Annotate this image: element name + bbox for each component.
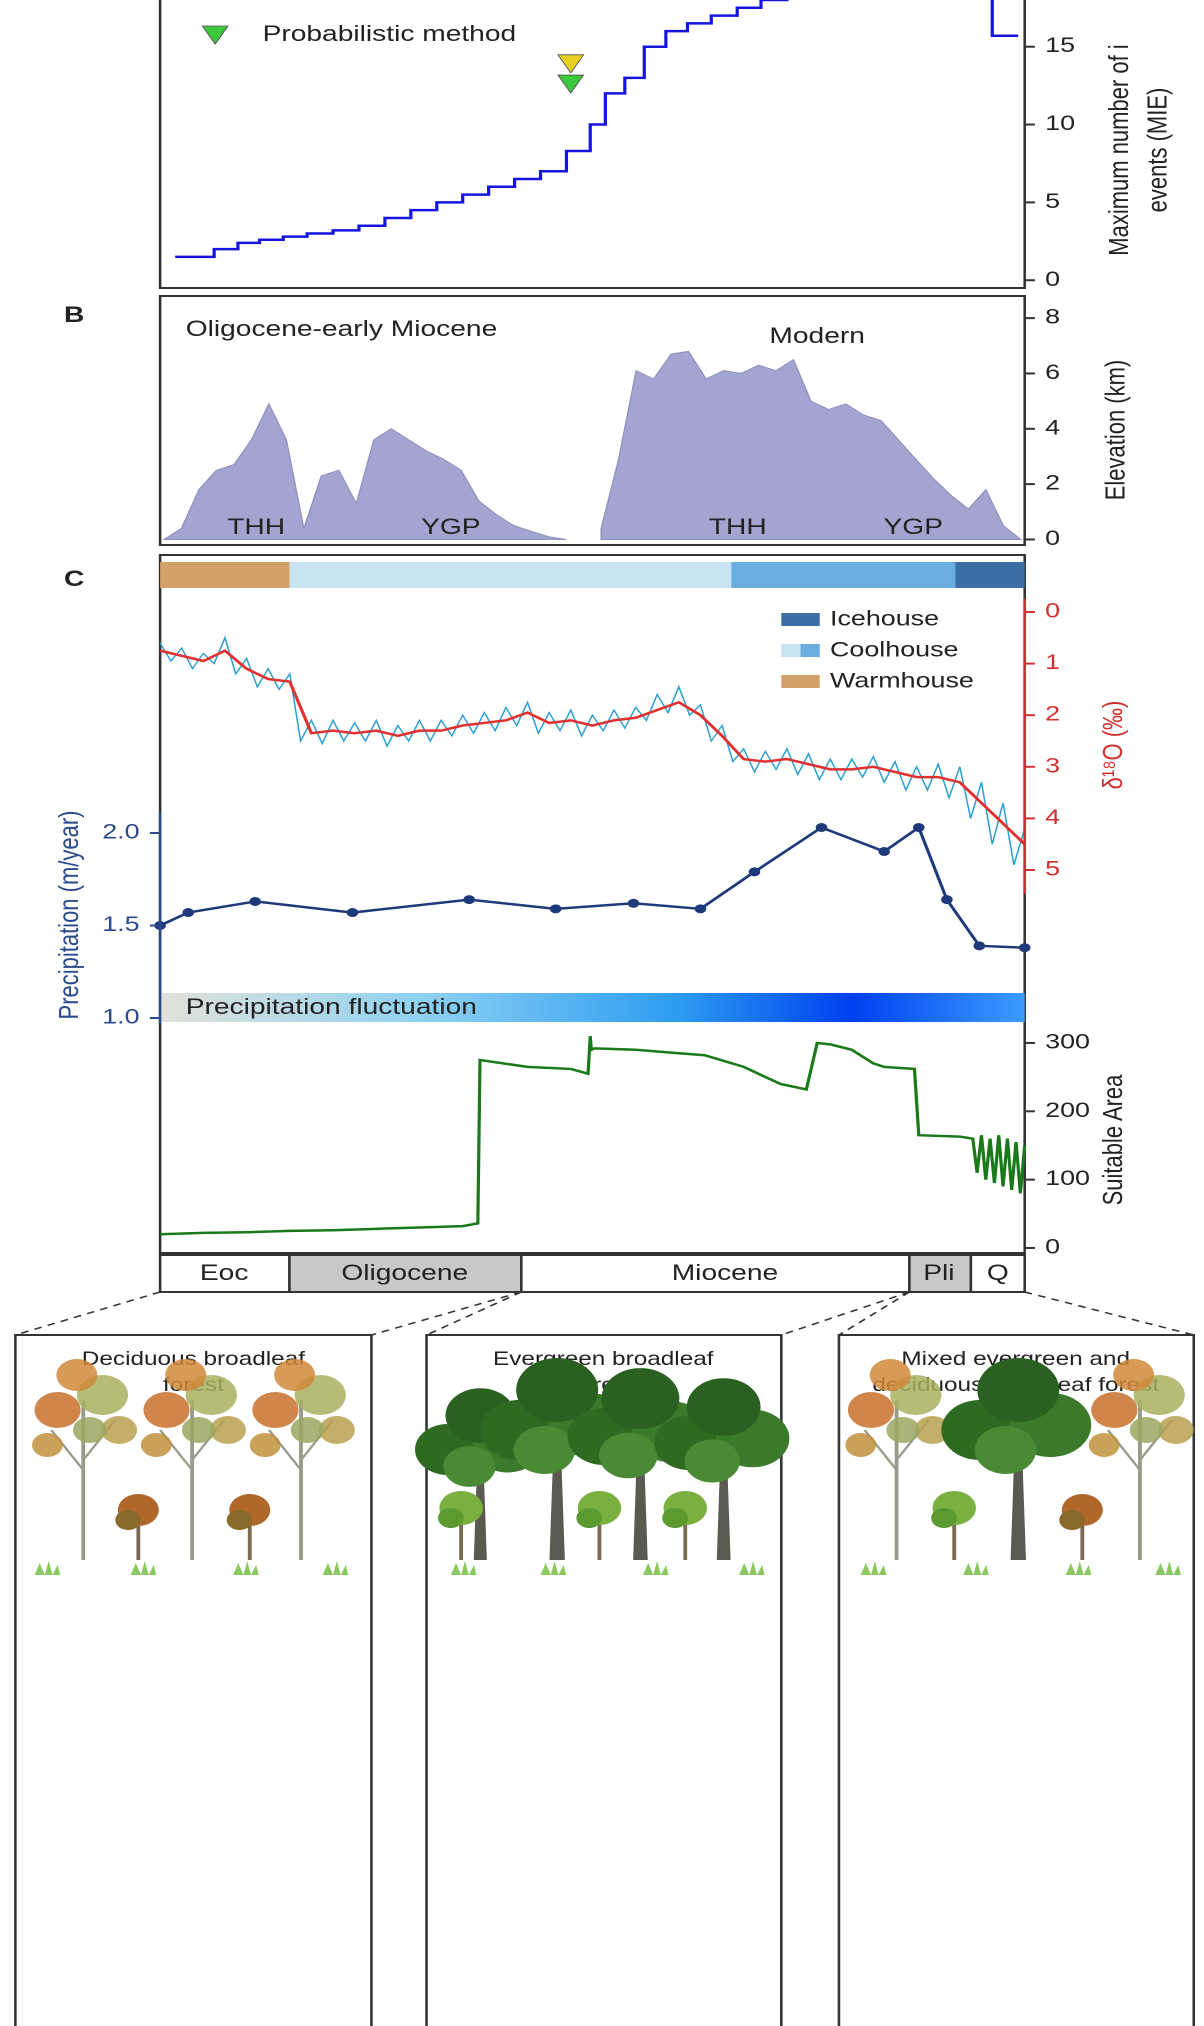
y-tick-label: 5 [1045,857,1060,880]
epoch-cell [969,1254,1026,1293]
y-tick-label: 1 [1045,651,1060,674]
data-line [159,825,1025,949]
elevation-area [162,402,567,540]
y-tick-label: 4 [1045,806,1060,829]
data-point [941,895,953,905]
coolhouse-band [289,562,732,588]
annotation: Modern [769,324,864,348]
axis-label: δ¹⁸O (‰) [1097,701,1128,790]
epoch-cell [288,1254,523,1293]
panel-label: B [64,303,84,327]
epoch-label: Eoc [200,1261,249,1285]
y-tick-label: 1.0 [102,1005,139,1028]
epoch-cell [520,1254,911,1293]
panel-label: C [64,567,84,591]
precipitation-fluctuation-bar [160,993,1025,1022]
legend-swatch [781,675,820,688]
y-tick-label: 10 [1045,112,1075,135]
data-point [694,904,707,914]
y-tick-label: 100 [1045,1167,1090,1190]
legend-swatch [781,644,801,657]
legend-label: Probabilistic method [263,22,517,46]
legend-label: Coolhouse [830,638,959,661]
forest-title: Evergreen broadleaf [493,1348,715,1370]
data-point [748,867,761,877]
y-tick-label: 2 [1045,471,1060,494]
forest-box [425,1334,783,2026]
epoch-label: Pli [923,1261,954,1285]
data-line [159,635,1026,865]
data-point [913,822,925,832]
warmhouse-band [160,562,290,588]
panel-b-frame [158,295,1026,546]
legend-swatch [800,644,820,657]
epoch-label: Q [987,1261,1009,1285]
data-line [159,649,1026,845]
plot-area [175,0,1019,259]
epoch-label: Oligocene [341,1261,468,1285]
forest-box [837,1334,1196,2026]
climate-bar [160,562,1025,588]
y-tick-label: 8 [1045,305,1060,328]
axis-label: Maximum number of i [1104,44,1135,255]
axis-label: Precipitation (m/year) [53,811,84,1020]
data-point [182,908,194,918]
legend-swatch [201,25,229,45]
elevation-area [600,350,1023,540]
panel-a-frame [158,0,1026,289]
data-point [815,822,828,832]
y-tick-label: 5 [1045,190,1060,213]
legend-swatch [781,613,820,626]
triangle-marker [557,54,585,74]
y-tick-label: 0 [1045,267,1060,290]
annotation: THH [227,515,285,539]
y-tick-label: 6 [1045,361,1060,384]
y-tick-label: 1.5 [102,913,139,936]
epoch-label: Miocene [672,1261,778,1285]
data-point [249,896,261,906]
data-point [1018,943,1031,953]
step-line [175,0,789,259]
annotation: Oligocene-early Miocene [186,317,498,341]
forest-illustration [30,1357,1196,1575]
y-tick-label: 0 [1045,599,1060,622]
triangle-marker [557,74,585,94]
data-point [463,895,475,905]
bar-label: Precipitation fluctuation [186,995,477,1019]
y-tick-label: 0 [1045,527,1060,550]
data-point [346,908,359,918]
data-point [973,941,986,951]
data-point [878,847,890,856]
y-tick-label: 3 [1045,754,1060,777]
y-tick-label: 15 [1045,34,1075,57]
y-tick-label: 2 [1045,702,1060,725]
forest-title: Deciduous broadleaf [82,1348,306,1370]
data-point [627,898,640,908]
y-tick-label: 2.0 [102,820,139,843]
axis-label: events (MIE) [1142,88,1173,213]
annotation: YGP [884,515,943,539]
icehouse-band [955,562,1025,588]
legend-label: Warmhouse [830,669,974,692]
y-tick-label: 4 [1045,416,1060,439]
data-line [160,1036,1027,1236]
climate-legend: Icehouse Coolhouse Warmhouse [781,607,974,693]
coolhouse-band [731,562,956,588]
connector-lines [15,1291,1195,1336]
axis-label: Elevation (km) [1100,360,1131,501]
axis-label: Suitable Area [1097,1074,1128,1206]
y-tick-label: 300 [1045,1030,1090,1053]
forest-box [14,1334,373,2026]
legend-label: Icehouse [830,607,939,630]
y-tick-label: 200 [1045,1099,1090,1122]
epoch-bar: Eoc Oligocene Miocene Pli Q [158,1254,1026,1293]
data-point [549,904,562,914]
y-tick-label: 0 [1045,1235,1060,1258]
step-line [990,0,1019,38]
annotation: YGP [421,515,480,539]
annotation: THH [709,515,767,539]
